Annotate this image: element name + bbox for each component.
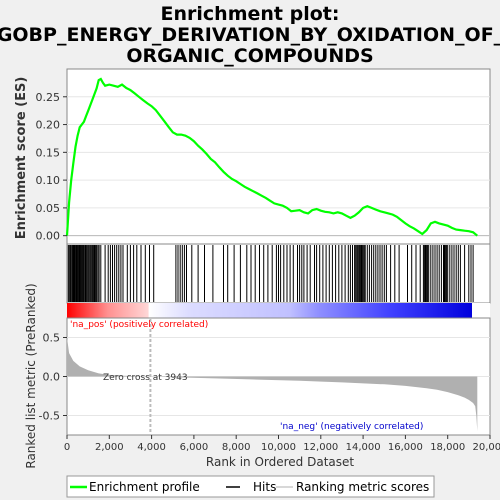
x-tick-label: 4,000 bbox=[137, 442, 166, 453]
chart-title-line2: GOBP_ENERGY_DERIVATION_BY_OXIDATION_OF_ bbox=[0, 24, 500, 46]
pos-correlated-label: 'na_pos' (positively correlated) bbox=[70, 320, 208, 330]
es-y-tick-label: 0.05 bbox=[36, 202, 61, 215]
legend-box bbox=[66, 475, 435, 498]
x-tick-label: 20,000 bbox=[473, 442, 500, 453]
metric-y-axis-label: Ranked list metric (PreRanked) bbox=[24, 283, 38, 468]
x-axis-label: Rank in Ordered Dataset bbox=[206, 455, 354, 469]
x-tick-label: 16,000 bbox=[388, 442, 423, 453]
metric-y-tick-label: 0.0 bbox=[43, 371, 61, 384]
es-y-tick-label: 0.10 bbox=[36, 174, 61, 187]
metric-y-tick-label: -0.5 bbox=[39, 410, 60, 423]
es-y-tick-label: 0.00 bbox=[36, 230, 61, 243]
x-tick-label: 18,000 bbox=[430, 442, 465, 453]
heat-bar-empty bbox=[472, 303, 490, 318]
neg-correlated-label: 'na_neg' (negatively correlated) bbox=[280, 422, 423, 432]
chart-title-line1: Enrichment plot: bbox=[161, 3, 340, 25]
legend-enrichment-label: Enrichment profile bbox=[89, 480, 200, 494]
es-y-tick-label: 0.15 bbox=[36, 146, 61, 159]
es-panel-background bbox=[66, 68, 491, 245]
x-tick-label: 0 bbox=[64, 442, 70, 453]
x-tick-label: 10,000 bbox=[261, 442, 296, 453]
metric-y-tick-label: 0.5 bbox=[43, 332, 61, 345]
x-tick-label: 12,000 bbox=[303, 442, 338, 453]
x-tick-label: 14,000 bbox=[346, 442, 381, 453]
es-line bbox=[65, 77, 478, 237]
legend-metric-label: Ranking metric scores bbox=[296, 480, 429, 494]
es-y-tick-label: 0.20 bbox=[36, 119, 61, 132]
legend-hits-label: Hits bbox=[253, 480, 276, 494]
x-tick-label: 2,000 bbox=[95, 442, 124, 453]
zero-cross-label: Zero cross at 3943 bbox=[103, 373, 188, 383]
es-y-tick-label: 0.25 bbox=[36, 91, 61, 104]
x-tick-label: 8,000 bbox=[222, 442, 251, 453]
metric-area bbox=[67, 337, 478, 432]
es-y-axis-label: Enrichment score (ES) bbox=[14, 77, 29, 240]
x-tick-label: 6,000 bbox=[180, 442, 209, 453]
heat-bar bbox=[67, 303, 472, 318]
chart-title-line3: ORGANIC_COMPOUNDS bbox=[126, 45, 373, 67]
